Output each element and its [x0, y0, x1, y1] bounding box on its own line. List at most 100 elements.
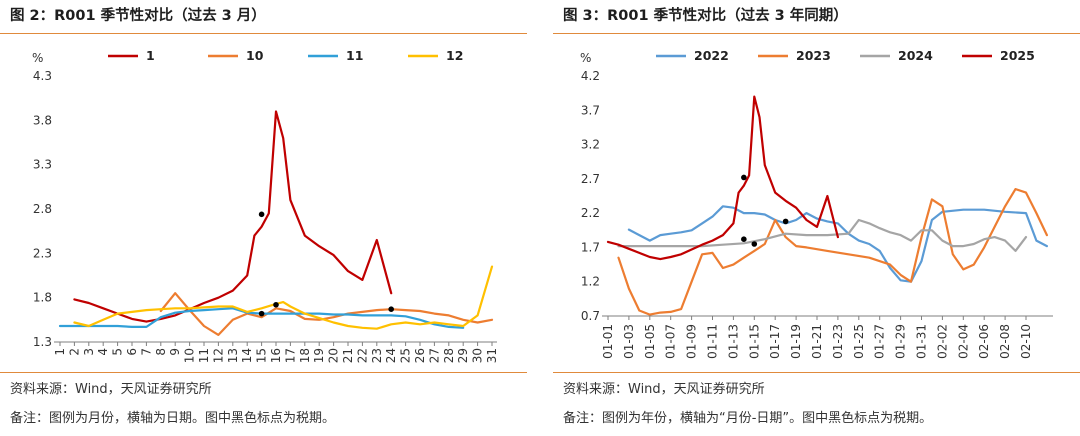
x-tick-label: 5 [111, 348, 125, 356]
title-rule [553, 33, 1080, 34]
tax-period-marker [751, 241, 758, 247]
legend-label-2022: 2022 [694, 48, 729, 63]
x-tick-label: 02-04 [956, 324, 970, 359]
tax-period-marker [782, 218, 789, 225]
y-tick-label: 1.8 [33, 291, 52, 305]
x-tick-label: 15 [255, 348, 269, 363]
y-tick-label: 2.3 [33, 246, 52, 260]
title-rule [0, 33, 527, 34]
x-tick-label: 01-17 [768, 324, 782, 359]
y-tick-label: 3.2 [581, 138, 600, 152]
series-line-2024 [617, 218, 1028, 252]
x-tick-label: 18 [298, 348, 312, 363]
x-tick-label: 3 [82, 348, 96, 356]
legend-label-2025: 2025 [1000, 48, 1035, 63]
y-tick-label: 3.3 [33, 158, 52, 172]
line-chart-left: %1.31.82.32.83.33.84.31 2 3 4 5 6 7 8 9 10 11 12 13 1… [32, 48, 499, 363]
source-text: 资料来源：Wind，天风证券研究所 [10, 382, 212, 397]
y-tick-label: 3.8 [33, 113, 52, 127]
y-unit-label: % [32, 51, 43, 65]
x-tick-label: 01-25 [852, 324, 866, 359]
source-text: 资料来源：Wind，天风证券研究所 [563, 382, 765, 397]
chart-panel-right: 图 3：R001 季节性对比（过去 3 年同期） % 0.7 1.2 1.7 2.2 2.… [553, 0, 1080, 436]
legend-label-10: 10 [246, 48, 264, 63]
x-tick-label: 17 [283, 348, 297, 363]
tax-period-marker [388, 306, 395, 312]
series-line-2025 [606, 95, 839, 261]
line-chart-right: % 0.7 1.2 1.7 2.2 2.7 3.2 3.7 4.2 01-01 01-03 01-05… [580, 48, 1053, 359]
x-tick-label: 01-31 [915, 324, 929, 359]
x-tick-label: 01-27 [873, 324, 887, 359]
legend-label-2024: 2024 [898, 48, 933, 63]
y-tick-label: 2.7 [581, 172, 600, 186]
x-tick-label: 30 [471, 348, 485, 363]
x-tick-label: 14 [240, 348, 254, 363]
x-tick-label: 02-08 [998, 324, 1012, 359]
note-text: 备注：图例为月份，横轴为日期。图中黑色标点为税期。 [10, 411, 336, 426]
x-tick-label: 26 [413, 348, 427, 363]
source-rule [553, 372, 1080, 373]
x-tick-label: 01-21 [810, 324, 824, 359]
x-tick-label: 4 [96, 348, 110, 356]
x-tick-label: 16 [269, 348, 283, 363]
series-line-10 [159, 292, 494, 336]
x-tick-label: 25 [399, 348, 413, 363]
x-tick-label: 01-09 [685, 324, 699, 359]
figure-title: 图 3：R001 季节性对比（过去 3 年同期） [563, 8, 848, 24]
x-tick-label: 6 [125, 348, 139, 356]
figure-title: 图 2：R001 季节性对比（过去 3 月） [10, 8, 266, 24]
x-tick-label: 13 [226, 348, 240, 363]
legend-label-2023: 2023 [796, 48, 831, 63]
x-tick-label: 01-11 [706, 324, 720, 359]
x-tick-label: 20 [327, 348, 341, 363]
series-line-12 [73, 265, 494, 330]
y-tick-label: 4.3 [33, 69, 52, 83]
x-tick-label: 1 [53, 348, 67, 356]
y-tick-label: 1.3 [33, 335, 52, 349]
x-tick-label: 24 [384, 348, 398, 363]
legend-label-11: 11 [346, 48, 363, 63]
y-unit-label: % [580, 51, 591, 65]
legend-label-1: 1 [146, 48, 155, 63]
x-tick-label: 01-23 [831, 324, 845, 359]
y-tick-label: 0.7 [581, 309, 600, 323]
x-tick-label: 31 [485, 348, 499, 363]
x-tick-label: 01-19 [789, 324, 803, 359]
tax-period-marker [258, 310, 265, 317]
x-tick-label: 28 [442, 348, 456, 363]
y-tick-label: 3.7 [581, 103, 600, 117]
x-tick-label: 10 [183, 348, 197, 363]
x-tick-label: 21 [341, 348, 355, 363]
series-line-1 [73, 110, 393, 323]
chart-panel-left: 图 2：R001 季节性对比（过去 3 月） % 1.3 1.8 2.3 2.8 3.3 3… [0, 0, 527, 436]
source-rule [0, 372, 527, 373]
x-tick-label: 01-01 [601, 324, 615, 359]
x-tick-label: 01-05 [643, 324, 657, 359]
series-line-2022 [627, 205, 1048, 283]
series-line-2023 [617, 188, 1048, 316]
y-tick-label: 1.2 [581, 275, 600, 289]
note-text: 备注：图例为年份，横轴为“月份-日期”。图中黑色标点为税期。 [563, 411, 933, 426]
tax-period-marker [258, 211, 265, 218]
x-tick-label: 22 [355, 348, 369, 363]
y-tick-label: 1.7 [581, 240, 600, 254]
x-tick-label: 8 [154, 348, 168, 356]
x-tick-label: 11 [197, 348, 211, 363]
x-tick-label: 01-13 [726, 324, 740, 359]
x-tick-label: 01-03 [622, 324, 636, 359]
x-tick-label: 7 [139, 348, 153, 356]
tax-period-marker [741, 236, 747, 242]
x-tick-label: 02-10 [1019, 324, 1033, 359]
y-tick-label: 4.2 [581, 69, 600, 83]
y-tick-label: 2.8 [33, 202, 52, 216]
x-tick-label: 29 [456, 348, 470, 363]
x-tick-label: 02-06 [977, 324, 991, 359]
tax-period-marker [741, 174, 747, 181]
x-tick-label: 23 [370, 348, 384, 363]
x-tick-label: 01-15 [747, 324, 761, 359]
x-tick-label: 12 [211, 348, 225, 363]
x-tick-label: 9 [168, 348, 182, 356]
x-tick-label: 2 [67, 348, 81, 356]
x-tick-label: 01-29 [894, 324, 908, 359]
legend-label-12: 12 [446, 48, 463, 63]
